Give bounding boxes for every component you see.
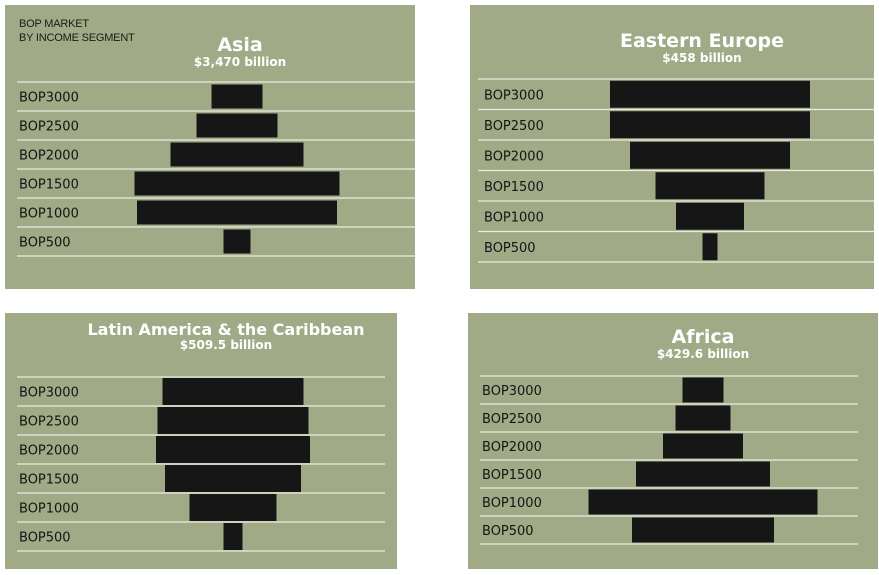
- chart-subtitle: $429.6 billion: [656, 346, 750, 361]
- category-label: BOP1000: [482, 496, 542, 511]
- category-label: BOP500: [19, 236, 71, 251]
- bar-bop1500: [636, 461, 770, 487]
- bar-bop3000: [211, 84, 263, 109]
- category-label: BOP1500: [19, 473, 79, 488]
- bar-bop500: [223, 523, 243, 550]
- category-label: BOP1500: [484, 180, 544, 195]
- category-label: BOP2500: [19, 120, 79, 135]
- bar-bop2000: [156, 436, 310, 463]
- chart-title: Asia: [217, 34, 263, 56]
- bar-bop3000: [610, 80, 810, 108]
- bar-bop2500: [675, 405, 731, 431]
- chart-panel-africa: Africa $429.6 billion BOP3000 BOP2500 BOP2…: [468, 313, 878, 569]
- bar-bop1000: [676, 202, 744, 230]
- category-label: BOP2000: [482, 440, 542, 455]
- chart-subtitle: $3,470 billion: [193, 54, 287, 69]
- category-label: BOP2500: [482, 412, 542, 427]
- category-label: BOP2000: [19, 149, 79, 164]
- category-label: BOP2000: [484, 149, 544, 164]
- category-label: BOP3000: [482, 384, 542, 399]
- category-label: BOP500: [19, 531, 71, 546]
- chart-title: Eastern Europe: [619, 30, 784, 52]
- chart-header: Asia $3,470 billion: [35, 35, 415, 69]
- category-label: BOP2500: [484, 119, 544, 134]
- bar-bop1500: [134, 171, 340, 196]
- category-label: BOP3000: [484, 88, 544, 103]
- bar-bop2000: [663, 433, 743, 459]
- bar-bop1000: [588, 489, 818, 515]
- chart-header: Latin America & the Caribbean $509.5 bil…: [30, 321, 397, 352]
- bar-bop2500: [196, 113, 278, 138]
- category-label: BOP500: [482, 524, 534, 539]
- asia-chart: BOP3000 BOP2500 BOP2000 BOP1500 BOP1000 BOP50…: [17, 81, 415, 257]
- chart-subtitle: $509.5 billion: [179, 337, 273, 352]
- category-label: BOP1000: [484, 210, 544, 225]
- chart-subtitle: $458 billion: [662, 50, 742, 65]
- bar-bop500: [632, 517, 774, 543]
- bar-bop2500: [610, 111, 810, 139]
- bar-bop3000: [682, 377, 724, 403]
- chart-note-line-1: BOP MARKET: [19, 18, 89, 30]
- category-label: BOP500: [484, 241, 536, 256]
- chart-note: BOP MARKET BY INCOME SEGMENT: [19, 17, 135, 45]
- bar-bop1000: [137, 200, 337, 225]
- latin-america-chart: BOP3000 BOP2500 BOP2000 BOP1500 BOP1000 BOP50…: [17, 376, 385, 552]
- bar-bop2500: [157, 407, 309, 434]
- category-label: BOP1500: [19, 178, 79, 193]
- bar-bop500: [223, 229, 251, 254]
- category-label: BOP3000: [19, 386, 79, 401]
- category-label: BOP1500: [482, 468, 542, 483]
- chart-header: Africa $429.6 billion: [498, 327, 878, 361]
- chart-title: Latin America & the Caribbean: [87, 320, 365, 339]
- chart-panel-asia: BOP MARKET BY INCOME SEGMENT Asia $3,470…: [5, 5, 415, 289]
- chart-panel-eastern-europe: Eastern Europe $458 billion BOP3000 BOP25…: [470, 5, 874, 289]
- bar-bop3000: [162, 378, 304, 405]
- category-label: BOP1000: [19, 207, 79, 222]
- africa-chart: BOP3000 BOP2500 BOP2000 BOP1500 BOP1000 BOP50…: [480, 375, 858, 545]
- chart-header: Eastern Europe $458 billion: [500, 31, 874, 65]
- chart-note-line-2: BY INCOME SEGMENT: [19, 32, 135, 44]
- bar-bop2000: [170, 142, 304, 167]
- bar-bop1000: [189, 494, 277, 521]
- category-label: BOP2500: [19, 415, 79, 430]
- category-label: BOP2000: [19, 444, 79, 459]
- category-label: BOP3000: [19, 91, 79, 106]
- bar-bop1500: [165, 465, 301, 492]
- bar-bop1500: [655, 172, 765, 200]
- bar-bop2000: [630, 141, 790, 169]
- chart-panel-latin-america: Latin America & the Caribbean $509.5 bil…: [5, 313, 397, 569]
- category-label: BOP1000: [19, 502, 79, 517]
- eastern-europe-chart: BOP3000 BOP2500 BOP2000 BOP1500 BOP1000 BOP50…: [478, 78, 874, 263]
- bar-bop500: [702, 233, 718, 261]
- chart-title: Africa: [671, 326, 735, 348]
